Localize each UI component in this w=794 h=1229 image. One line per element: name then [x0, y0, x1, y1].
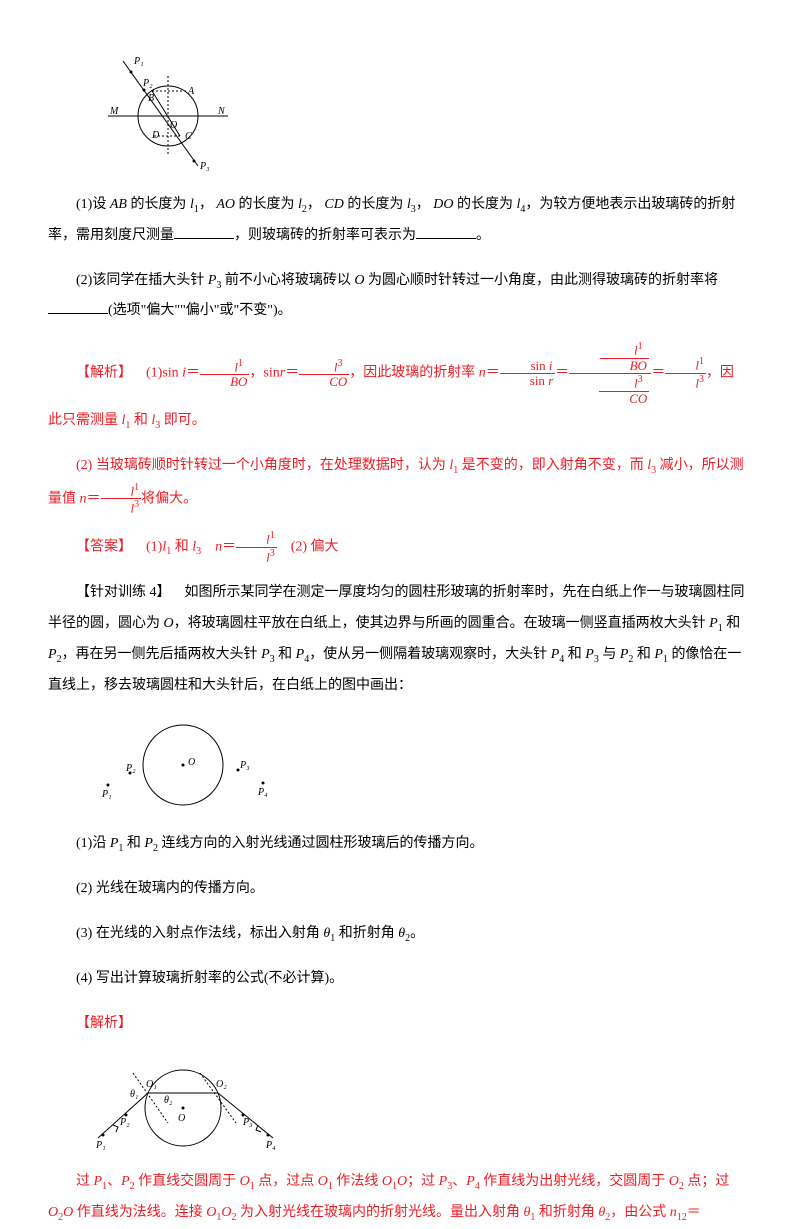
svg-text:θ₂: θ₂ — [164, 1095, 173, 1106]
svg-text:P₄: P₄ — [257, 787, 268, 798]
svg-text:θ₁: θ₁ — [130, 1089, 138, 1100]
svg-text:B: B — [148, 93, 154, 104]
svg-text:O: O — [188, 757, 195, 768]
question-1: (1)设 AB 的长度为 l1， AO 的长度为 l2， CD 的长度为 l3，… — [48, 190, 746, 252]
svg-text:P₃: P₃ — [199, 161, 210, 172]
svg-text:P₂: P₂ — [125, 763, 136, 774]
blank-bias — [48, 299, 108, 314]
blank-formula — [416, 224, 476, 239]
analysis-3-label: 【解析】 — [48, 1009, 746, 1040]
svg-text:P₂: P₂ — [142, 78, 153, 89]
blank-measure — [174, 224, 234, 239]
sub-q3: (3) 在光线的入射点作法线，标出入射角 θ1 和折射角 θ2。 — [48, 919, 746, 950]
svg-text:P₃: P₃ — [239, 760, 250, 771]
svg-text:N: N — [217, 106, 226, 117]
svg-text:D: D — [151, 130, 160, 141]
svg-text:C: C — [185, 131, 192, 142]
answer-line: 【答案】 (1)l1 和 l3 n＝l1l3 (2) 偏大 — [48, 530, 746, 564]
svg-text:A: A — [187, 86, 195, 97]
figure-2: O P₁ P₂ P₃ P₄ — [88, 715, 746, 815]
final-analysis: 过 P1、P2 作直线交圆周于 O1 点，过点 O1 作法线 O1O；过 P3、… — [48, 1167, 746, 1229]
svg-text:O₂: O₂ — [216, 1079, 227, 1090]
svg-text:O: O — [170, 120, 177, 131]
figure-3: O O₁O₂ θ₁θ₂ P₁P₂ P₃P₄ — [88, 1053, 746, 1153]
sub-q2: (2) 光线在玻璃内的传播方向。 — [48, 874, 746, 905]
svg-text:P₁: P₁ — [133, 56, 144, 67]
question-2: (2)该同学在插大头针 P3 前不小心将玻璃砖以 O 为圆心顺时针转过一小角度，… — [48, 266, 746, 328]
svg-text:P₄: P₄ — [265, 1140, 276, 1151]
svg-text:M: M — [109, 106, 119, 117]
analysis-2: (2) 当玻璃砖顺时针转过一个小角度时，在处理数据时，认为 l1 是不变的，即入… — [48, 451, 746, 516]
svg-text:P₁: P₁ — [101, 789, 112, 800]
analysis-1: 【解析】 (1)sin i＝l1BO，sinr＝l3CO，因此玻璃的折射率 n＝… — [48, 341, 746, 437]
training-intro: 【针对训练 4】 如图所示某同学在测定一厚度均匀的圆柱形玻璃的折射率时，先在白纸… — [48, 578, 746, 701]
sub-q4: (4) 写出计算玻璃折射率的公式(不必计算)。 — [48, 964, 746, 995]
sub-q1: (1)沿 P1 和 P2 连线方向的入射光线通过圆柱形玻璃后的传播方向。 — [48, 829, 746, 860]
figure-1: P₁ P₂ A B C D O M N P₃ — [88, 46, 746, 176]
svg-text:O₁: O₁ — [146, 1079, 157, 1090]
svg-text:P₁: P₁ — [95, 1140, 106, 1151]
